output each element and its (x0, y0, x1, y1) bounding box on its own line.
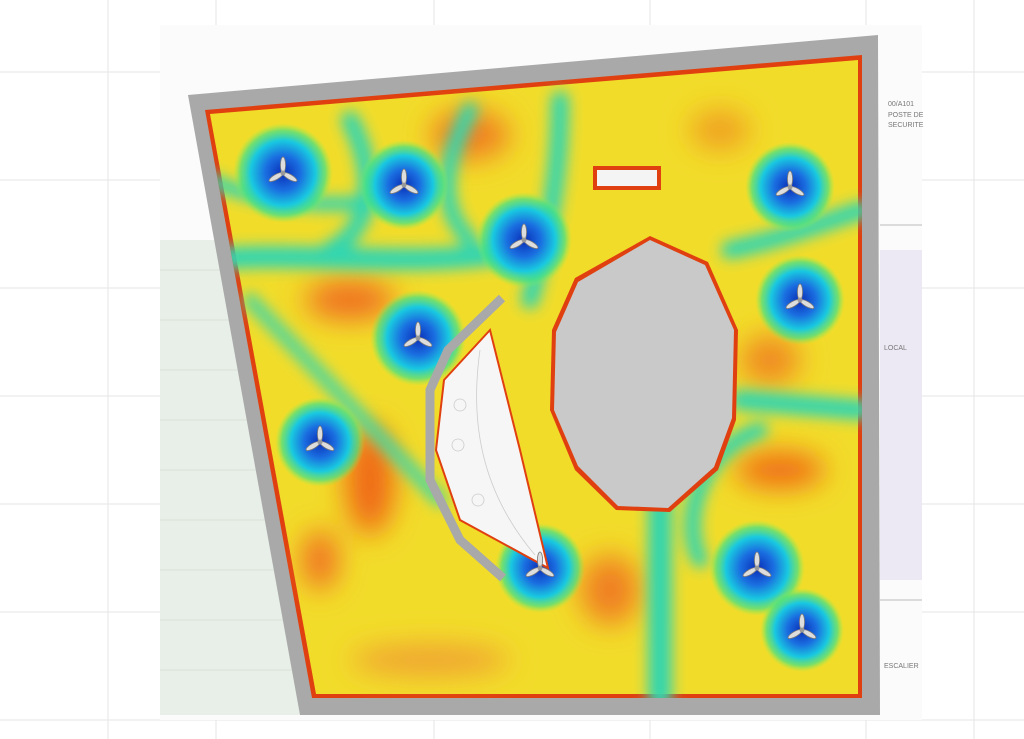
plan-label: LOCAL (884, 345, 907, 352)
island (554, 240, 734, 508)
plan-label: SECURITE (888, 122, 924, 129)
velocity-field (205, 60, 862, 698)
plan-label: ESCALIER (884, 663, 919, 670)
plan-label: 00/A101 (888, 101, 914, 108)
obstacle (597, 170, 657, 186)
stage (434, 327, 550, 570)
plan-label: POSTE DE (888, 112, 924, 119)
curved-wall (425, 294, 506, 582)
